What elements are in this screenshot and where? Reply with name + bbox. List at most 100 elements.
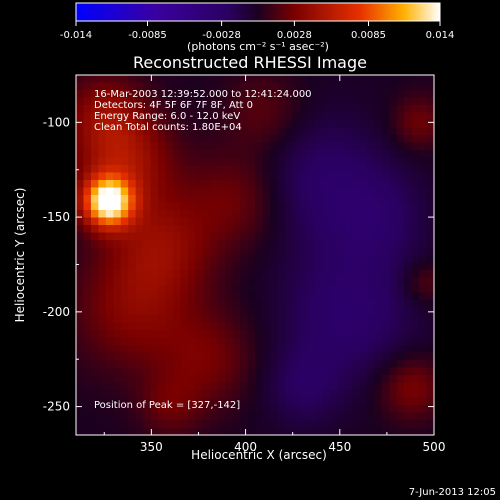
heatmap-cell <box>217 187 226 196</box>
heatmap-cell <box>143 255 152 264</box>
heatmap-cell <box>202 375 211 384</box>
heatmap-cell <box>374 427 383 436</box>
heatmap-cell <box>187 390 196 399</box>
heatmap-cell <box>426 285 435 294</box>
heatmap-cell <box>247 135 256 144</box>
heatmap-cell <box>247 172 256 181</box>
heatmap-cell <box>210 120 219 129</box>
heatmap-cell <box>83 135 92 144</box>
heatmap-cell <box>83 180 92 189</box>
heatmap-cell <box>83 292 92 301</box>
heatmap-cell <box>344 75 353 84</box>
heatmap-cell <box>150 195 159 204</box>
heatmap-cell <box>98 195 107 204</box>
heatmap-cell <box>314 345 323 354</box>
heatmap-cell <box>247 405 256 414</box>
heatmap-cell <box>277 142 286 151</box>
heatmap-cell <box>90 210 99 219</box>
heatmap-cell <box>120 352 129 361</box>
heatmap-cell <box>426 90 435 99</box>
heatmap-cell <box>210 270 219 279</box>
heatmap-cell <box>366 127 375 136</box>
heatmap-cell <box>90 270 99 279</box>
heatmap-cell <box>128 345 137 354</box>
heatmap-cell <box>202 352 211 361</box>
heatmap-cell <box>105 345 114 354</box>
heatmap-cell <box>217 75 226 84</box>
heatmap-cell <box>120 337 129 346</box>
heatmap-cell <box>299 270 308 279</box>
heatmap-cell <box>83 330 92 339</box>
heatmap-cell <box>329 405 338 414</box>
heatmap-cell <box>307 277 316 286</box>
heatmap-cell <box>262 232 271 241</box>
heatmap-cell <box>217 285 226 294</box>
heatmap-cell <box>314 135 323 144</box>
heatmap-cell <box>307 247 316 256</box>
heatmap-cell <box>411 360 420 369</box>
heatmap-cell <box>247 210 256 219</box>
heatmap-cell <box>299 225 308 234</box>
heatmap-cell <box>322 232 331 241</box>
heatmap-cell <box>83 217 92 226</box>
heatmap-cell <box>337 315 346 324</box>
heatmap-cell <box>389 382 398 391</box>
heatmap-cell <box>426 382 435 391</box>
heatmap-cell <box>143 82 152 91</box>
heatmap-cell <box>128 375 137 384</box>
heatmap-cell <box>158 352 167 361</box>
heatmap-cell <box>143 195 152 204</box>
heatmap-cell <box>307 225 316 234</box>
heatmap-cell <box>314 165 323 174</box>
heatmap-cell <box>232 420 241 429</box>
heatmap-cell <box>419 292 428 301</box>
heatmap-cell <box>284 352 293 361</box>
heatmap-cell <box>366 262 375 271</box>
heatmap-cell <box>113 375 122 384</box>
heatmap-cell <box>135 427 144 436</box>
heatmap-cell <box>404 360 413 369</box>
heatmap-cell <box>359 127 368 136</box>
heatmap-cell <box>389 232 398 241</box>
heatmap-cell <box>337 165 346 174</box>
heatmap-cell <box>120 307 129 316</box>
heatmap-cell <box>217 172 226 181</box>
heatmap-cell <box>210 90 219 99</box>
heatmap-cell <box>411 247 420 256</box>
heatmap-cell <box>247 285 256 294</box>
heatmap-cell <box>262 165 271 174</box>
heatmap-cell <box>255 217 264 226</box>
heatmap-cell <box>337 120 346 129</box>
heatmap-cell <box>374 232 383 241</box>
heatmap-cell <box>299 75 308 84</box>
heatmap-cell <box>255 330 264 339</box>
peak-position-label: Position of Peak = [327,-142] <box>94 400 240 411</box>
heatmap-cell <box>98 232 107 241</box>
heatmap-cell <box>351 90 361 99</box>
heatmap-cell <box>359 277 368 286</box>
heatmap-cell <box>374 157 383 166</box>
heatmap-cell <box>359 352 368 361</box>
heatmap-cell <box>232 82 241 91</box>
heatmap-cell <box>247 367 256 376</box>
heatmap-cell <box>187 300 196 309</box>
heatmap-cell <box>359 315 368 324</box>
heatmap-cell <box>76 382 85 391</box>
heatmap-cell <box>269 150 278 159</box>
heatmap-cell <box>351 315 361 324</box>
heatmap-cell <box>128 232 137 241</box>
heatmap-cell <box>381 405 390 414</box>
heatmap-cell <box>359 427 368 436</box>
heatmap-cell <box>180 262 189 271</box>
heatmap-cell <box>277 382 286 391</box>
heatmap-cell <box>389 112 398 121</box>
heatmap-cell <box>143 292 152 301</box>
heatmap-cell <box>150 82 159 91</box>
heatmap-cell <box>202 337 211 346</box>
heatmap-cell <box>404 142 413 151</box>
heatmap-cell <box>165 247 174 256</box>
heatmap-cell <box>337 232 346 241</box>
heatmap-cell <box>262 285 271 294</box>
heatmap-cell <box>337 142 346 151</box>
heatmap-cell <box>344 97 353 106</box>
